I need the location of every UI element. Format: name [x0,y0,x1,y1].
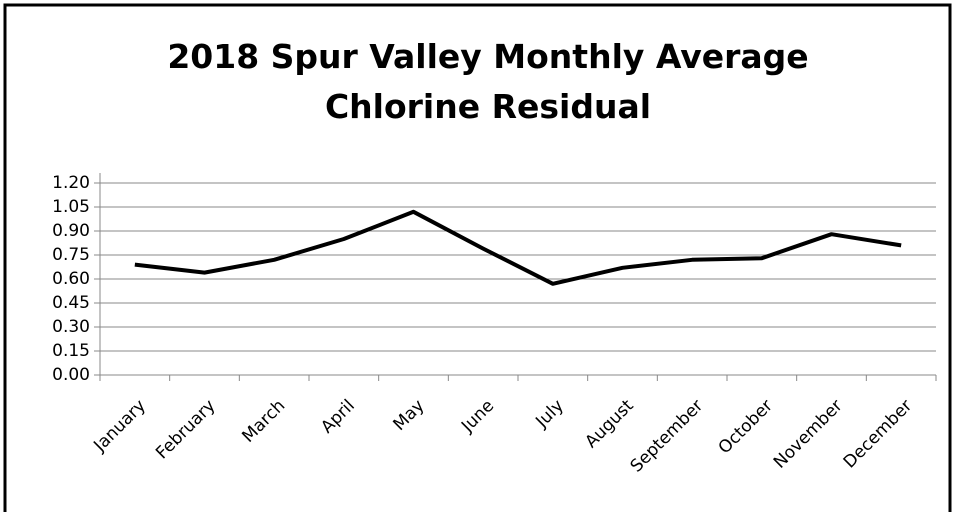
y-tick-label: 0.90 [52,221,90,241]
y-tick-label: 0.45 [52,293,90,313]
y-tick-label: 0.15 [52,341,90,361]
y-tick-label: 1.20 [52,173,90,193]
y-tick-label: 0.60 [52,269,90,289]
chart-title: 2018 Spur Valley Monthly Average Chlorin… [167,37,809,126]
y-tick-label: 0.00 [52,365,90,385]
y-tick-label: 1.05 [52,197,90,217]
y-tick-label: 0.75 [52,245,90,265]
chart-border [3,3,952,512]
y-tick-label: 0.30 [52,317,90,337]
data-line [134,209,902,286]
title-box: 2018 Spur Valley Monthly Average Chlorin… [167,37,809,126]
